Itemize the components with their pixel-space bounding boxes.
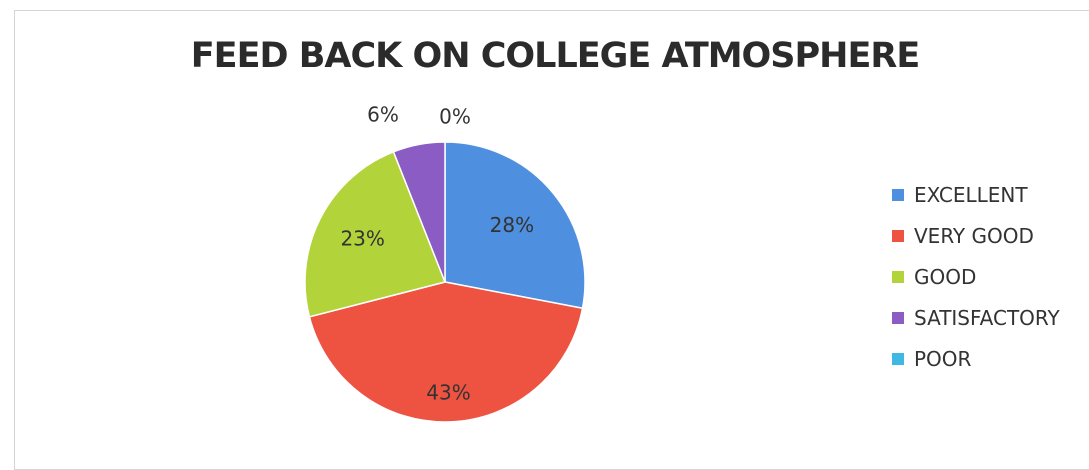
legend-swatch-satisfactory [892, 311, 904, 324]
legend-item-satisfactory: SATISFACTORY [892, 297, 1060, 338]
pie-slice-satisfactory [392, 141, 446, 283]
legend-swatch-very-good [892, 229, 904, 242]
data-label-good: 23% [340, 227, 384, 251]
data-label-very-good: 43% [426, 380, 470, 404]
data-label-satisfactory: 6% [367, 103, 399, 127]
pie-slice-good [304, 150, 447, 318]
legend-label-poor: POOR [914, 346, 972, 371]
legend-swatch-poor [892, 352, 904, 365]
legend-swatch-excellent [892, 188, 904, 201]
data-label-poor: 0% [439, 105, 471, 129]
legend-item-very-good: VERY GOOD [892, 215, 1060, 256]
legend-item-good: GOOD [892, 256, 1060, 297]
legend-label-good: GOOD [914, 264, 977, 289]
chart-legend: EXCELLENT VERY GOOD GOOD SATISFACTORY POOR [892, 174, 1060, 379]
legend-item-excellent: EXCELLENT [892, 174, 1060, 215]
data-label-excellent: 28% [490, 213, 534, 237]
legend-label-very-good: VERY GOOD [914, 223, 1034, 248]
legend-label-satisfactory: SATISFACTORY [914, 305, 1060, 330]
legend-label-excellent: EXCELLENT [914, 182, 1028, 207]
legend-swatch-good [892, 270, 904, 283]
pie-slice-very-good [308, 281, 584, 423]
pie-slice-excellent [444, 141, 586, 310]
legend-item-poor: POOR [892, 338, 1060, 379]
chart-title: FEED BACK ON COLLEGE ATMOSPHERE [190, 36, 920, 76]
